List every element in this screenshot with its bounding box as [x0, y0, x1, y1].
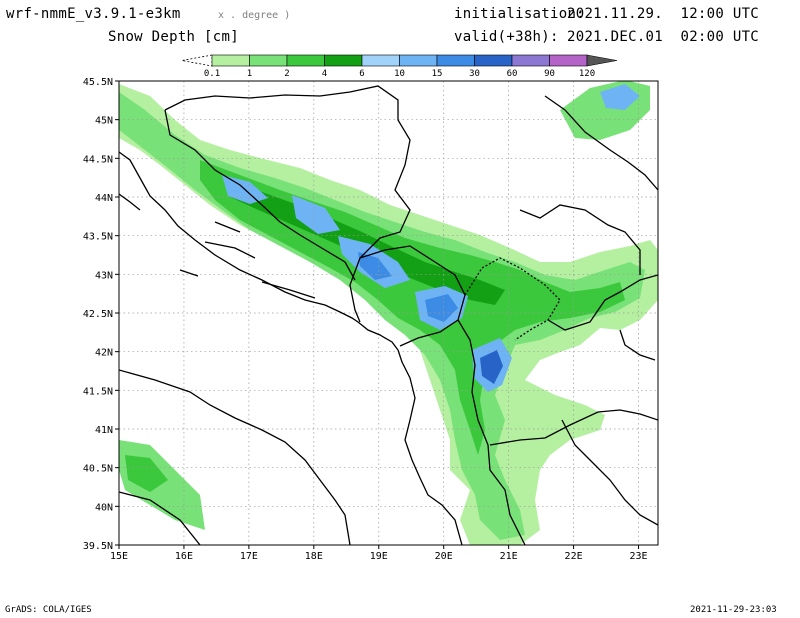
lat-label: 45.5N [83, 77, 113, 88]
init-value: 2021.11.29. 12:00 UTC [567, 6, 760, 22]
axis-labels: 15E 16E 17E 18E 19E 20E 21E 22E 23E 45.5N 45N 44.5N… [83, 77, 648, 562]
island-4 [179, 269, 199, 277]
lat-label: 44N [95, 193, 113, 204]
snow-patch-4 [358, 252, 392, 280]
coastline-istria [119, 193, 141, 211]
coastline-italy [119, 369, 351, 545]
footer-right: 2021-11-29-23:03 [690, 605, 777, 615]
border-croatia-bosnia [164, 85, 411, 323]
lon-label: 23E [629, 551, 647, 562]
lon-label: 20E [435, 551, 453, 562]
lat-label: 41N [95, 425, 113, 436]
island-2 [214, 221, 241, 233]
colorbar-tick-label: 4 [322, 69, 327, 79]
lon-label: 16E [175, 551, 193, 562]
colorbar-low-triangle [181, 54, 213, 67]
colorbar: 0.1 1 2 4 6 10 15 30 60 90 120 [181, 54, 618, 79]
footer-left: GrADS: COLA/IGES [5, 605, 92, 615]
lon-label: 18E [305, 551, 323, 562]
border-macedonia-greece [489, 409, 658, 446]
colorbar-tick-label: 60 [507, 69, 518, 79]
coastline-italy-south [119, 491, 201, 545]
lat-label: 42.5N [83, 309, 113, 320]
colorbar-high-triangle [586, 54, 618, 67]
lat-label: 42N [95, 348, 113, 359]
lon-label: 15E [110, 551, 128, 562]
island-3 [261, 281, 316, 299]
colorbar-tick-label: 15 [432, 69, 443, 79]
border-serbia-east [519, 204, 641, 275]
coastline-albania [397, 349, 463, 545]
colorbar-tick-label: 2 [284, 69, 289, 79]
border-macedonia-bulgaria [547, 274, 658, 331]
colorbar-tick-label: 30 [469, 69, 480, 79]
snow-patch-2 [292, 195, 340, 234]
island-1 [204, 241, 256, 259]
snow-patch-ne-blue [600, 84, 640, 110]
snow-patch-sw-dark [125, 455, 168, 492]
colorbar-tick-label: 6 [359, 69, 364, 79]
lat-label: 40.5N [83, 464, 113, 475]
colorbar-tick-label: 10 [394, 69, 405, 79]
colorbar-tick-label: 120 [579, 69, 595, 79]
border-romania [619, 329, 656, 361]
lat-label: 40N [95, 502, 113, 513]
lat-label: 45N [95, 116, 113, 127]
coastline-north [119, 151, 399, 351]
colorbar-tick-label: 0.1 [204, 69, 220, 79]
lon-label: 21E [500, 551, 518, 562]
valid-label: valid(+38h): [454, 29, 559, 45]
border-greece [561, 419, 658, 526]
snow-patch-8 [480, 350, 503, 384]
borders [119, 85, 658, 545]
model-title: wrf-nmmE_v3.9.1-e3km [6, 6, 181, 22]
border-albania-macedonia [457, 319, 526, 545]
valid-value: 2021.DEC.01 02:00 UTC [567, 29, 760, 45]
colorbar-tick-label: 90 [544, 69, 555, 79]
lat-label: 43N [95, 270, 113, 281]
snow-band-dinaric-mid [200, 160, 625, 455]
unit-note: x . degree ) [218, 10, 291, 21]
lon-label: 19E [370, 551, 388, 562]
variable-title: Snow Depth [cm] [108, 29, 239, 45]
lon-label: 22E [565, 551, 583, 562]
border-montenegro [359, 245, 466, 347]
init-label: initialisation: [454, 6, 585, 22]
lat-label: 41.5N [83, 386, 113, 397]
border-danube [544, 95, 658, 191]
lat-label: 44.5N [83, 154, 113, 165]
snow-depth-field [119, 81, 658, 545]
border-bosnia-inner [164, 109, 356, 281]
border-kosovo [464, 257, 561, 341]
lat-label: 43.5N [83, 232, 113, 243]
snow-patch-6 [425, 294, 458, 322]
colorbar-tick-label: 1 [247, 69, 252, 79]
lon-label: 17E [240, 551, 258, 562]
lat-label: 39.5N [83, 541, 113, 552]
